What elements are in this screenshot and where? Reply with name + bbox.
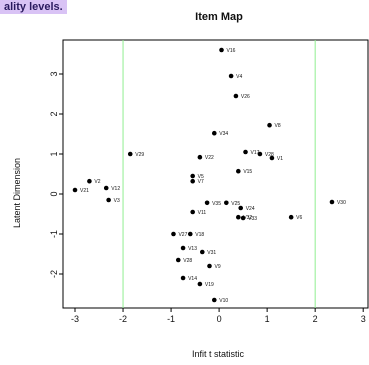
- point-label: V12: [111, 186, 120, 192]
- point-label: V29: [135, 152, 144, 158]
- point-label: V7: [198, 179, 204, 185]
- data-point: [197, 154, 203, 160]
- x-tick-label: -3: [71, 314, 79, 324]
- data-point: [87, 178, 92, 184]
- data-point: [257, 151, 263, 157]
- x-tick-label: 1: [265, 314, 270, 324]
- point-label: V28: [183, 258, 192, 264]
- data-point: [240, 215, 246, 221]
- x-tick-label: -2: [119, 314, 127, 324]
- x-axis: -3 -2 -1 0 1 2 3: [71, 308, 366, 324]
- data-point: [180, 275, 186, 281]
- y-tick-label: 1: [49, 151, 59, 156]
- data-point: [171, 231, 176, 237]
- point-label: V10: [219, 298, 228, 304]
- data-point: [288, 214, 294, 220]
- point-label: V19: [205, 282, 214, 288]
- data-point: [72, 187, 78, 193]
- point-label: V13: [188, 246, 197, 252]
- point-label: V22: [205, 155, 214, 161]
- data-point: [267, 122, 272, 128]
- data-point: [207, 263, 212, 269]
- y-tick-label: 2: [49, 111, 59, 116]
- data-point: [211, 297, 217, 303]
- data-point: [238, 205, 244, 211]
- x-axis-label: Infit t statistic: [192, 349, 245, 359]
- point-label: V4: [236, 74, 242, 80]
- y-tick-label: -2: [49, 270, 59, 278]
- point-label: V30: [337, 200, 346, 206]
- y-axis: -2 -1 0 1 2 3: [49, 71, 63, 278]
- point-label: V21: [80, 188, 89, 194]
- data-point: [190, 209, 195, 215]
- data-point: [187, 231, 193, 237]
- data-point: [228, 73, 234, 79]
- data-point: [236, 168, 241, 174]
- chart-title: Item Map: [195, 11, 243, 23]
- data-point: [127, 151, 133, 157]
- point-label: V8: [275, 123, 281, 129]
- point-label: V33: [248, 216, 257, 222]
- data-point: [269, 155, 275, 161]
- data-point: [219, 47, 224, 53]
- point-label: V26: [241, 94, 250, 100]
- data-point: [243, 149, 248, 155]
- x-tick-label: 2: [313, 314, 318, 324]
- x-tick-label: 0: [217, 314, 222, 324]
- point-label: V24: [246, 206, 255, 212]
- data-point: [197, 281, 203, 287]
- point-label: V5: [198, 174, 204, 180]
- data-point: [175, 257, 181, 263]
- point-label: V14: [188, 276, 197, 282]
- point-label: V6: [296, 215, 302, 221]
- data-point: [190, 173, 195, 179]
- point-label: V1: [277, 156, 283, 162]
- point-label: V17: [251, 150, 260, 156]
- data-point: [199, 249, 205, 255]
- point-label: V35: [212, 201, 221, 207]
- plot-frame: [62, 39, 369, 309]
- reference-lines: [122, 40, 316, 308]
- data-point: [190, 178, 195, 184]
- point-label: V18: [195, 232, 204, 238]
- data-point: [233, 93, 239, 99]
- point-label: V34: [219, 131, 228, 137]
- point-label: V15: [243, 169, 252, 175]
- x-tick-label: -1: [167, 314, 175, 324]
- data-point: [204, 200, 210, 206]
- data-point: [236, 214, 241, 220]
- data-point: [180, 245, 186, 251]
- point-label: V16: [227, 48, 236, 54]
- data-point: [329, 199, 335, 205]
- point-label: V11: [198, 210, 207, 216]
- point-label: V2: [94, 179, 100, 185]
- y-tick-label: 0: [49, 191, 59, 196]
- data-point: [224, 200, 229, 206]
- y-axis-label: Latent Dimension: [12, 158, 22, 228]
- y-tick-label: -1: [49, 230, 59, 238]
- x-tick-label: 3: [361, 314, 366, 324]
- caption-fragment: ality levels.: [0, 0, 67, 14]
- data-point: [211, 130, 217, 136]
- data-point: [106, 197, 111, 203]
- point-label: V32: [243, 215, 252, 221]
- y-tick-label: 3: [49, 71, 59, 76]
- point-label: V25: [231, 201, 240, 207]
- point-label: V9: [214, 264, 220, 270]
- point-label: V31: [207, 250, 216, 256]
- point-label: V3: [114, 198, 120, 204]
- point-label: V28: [265, 152, 274, 158]
- data-point: [103, 185, 109, 191]
- point-label: V27: [178, 232, 187, 238]
